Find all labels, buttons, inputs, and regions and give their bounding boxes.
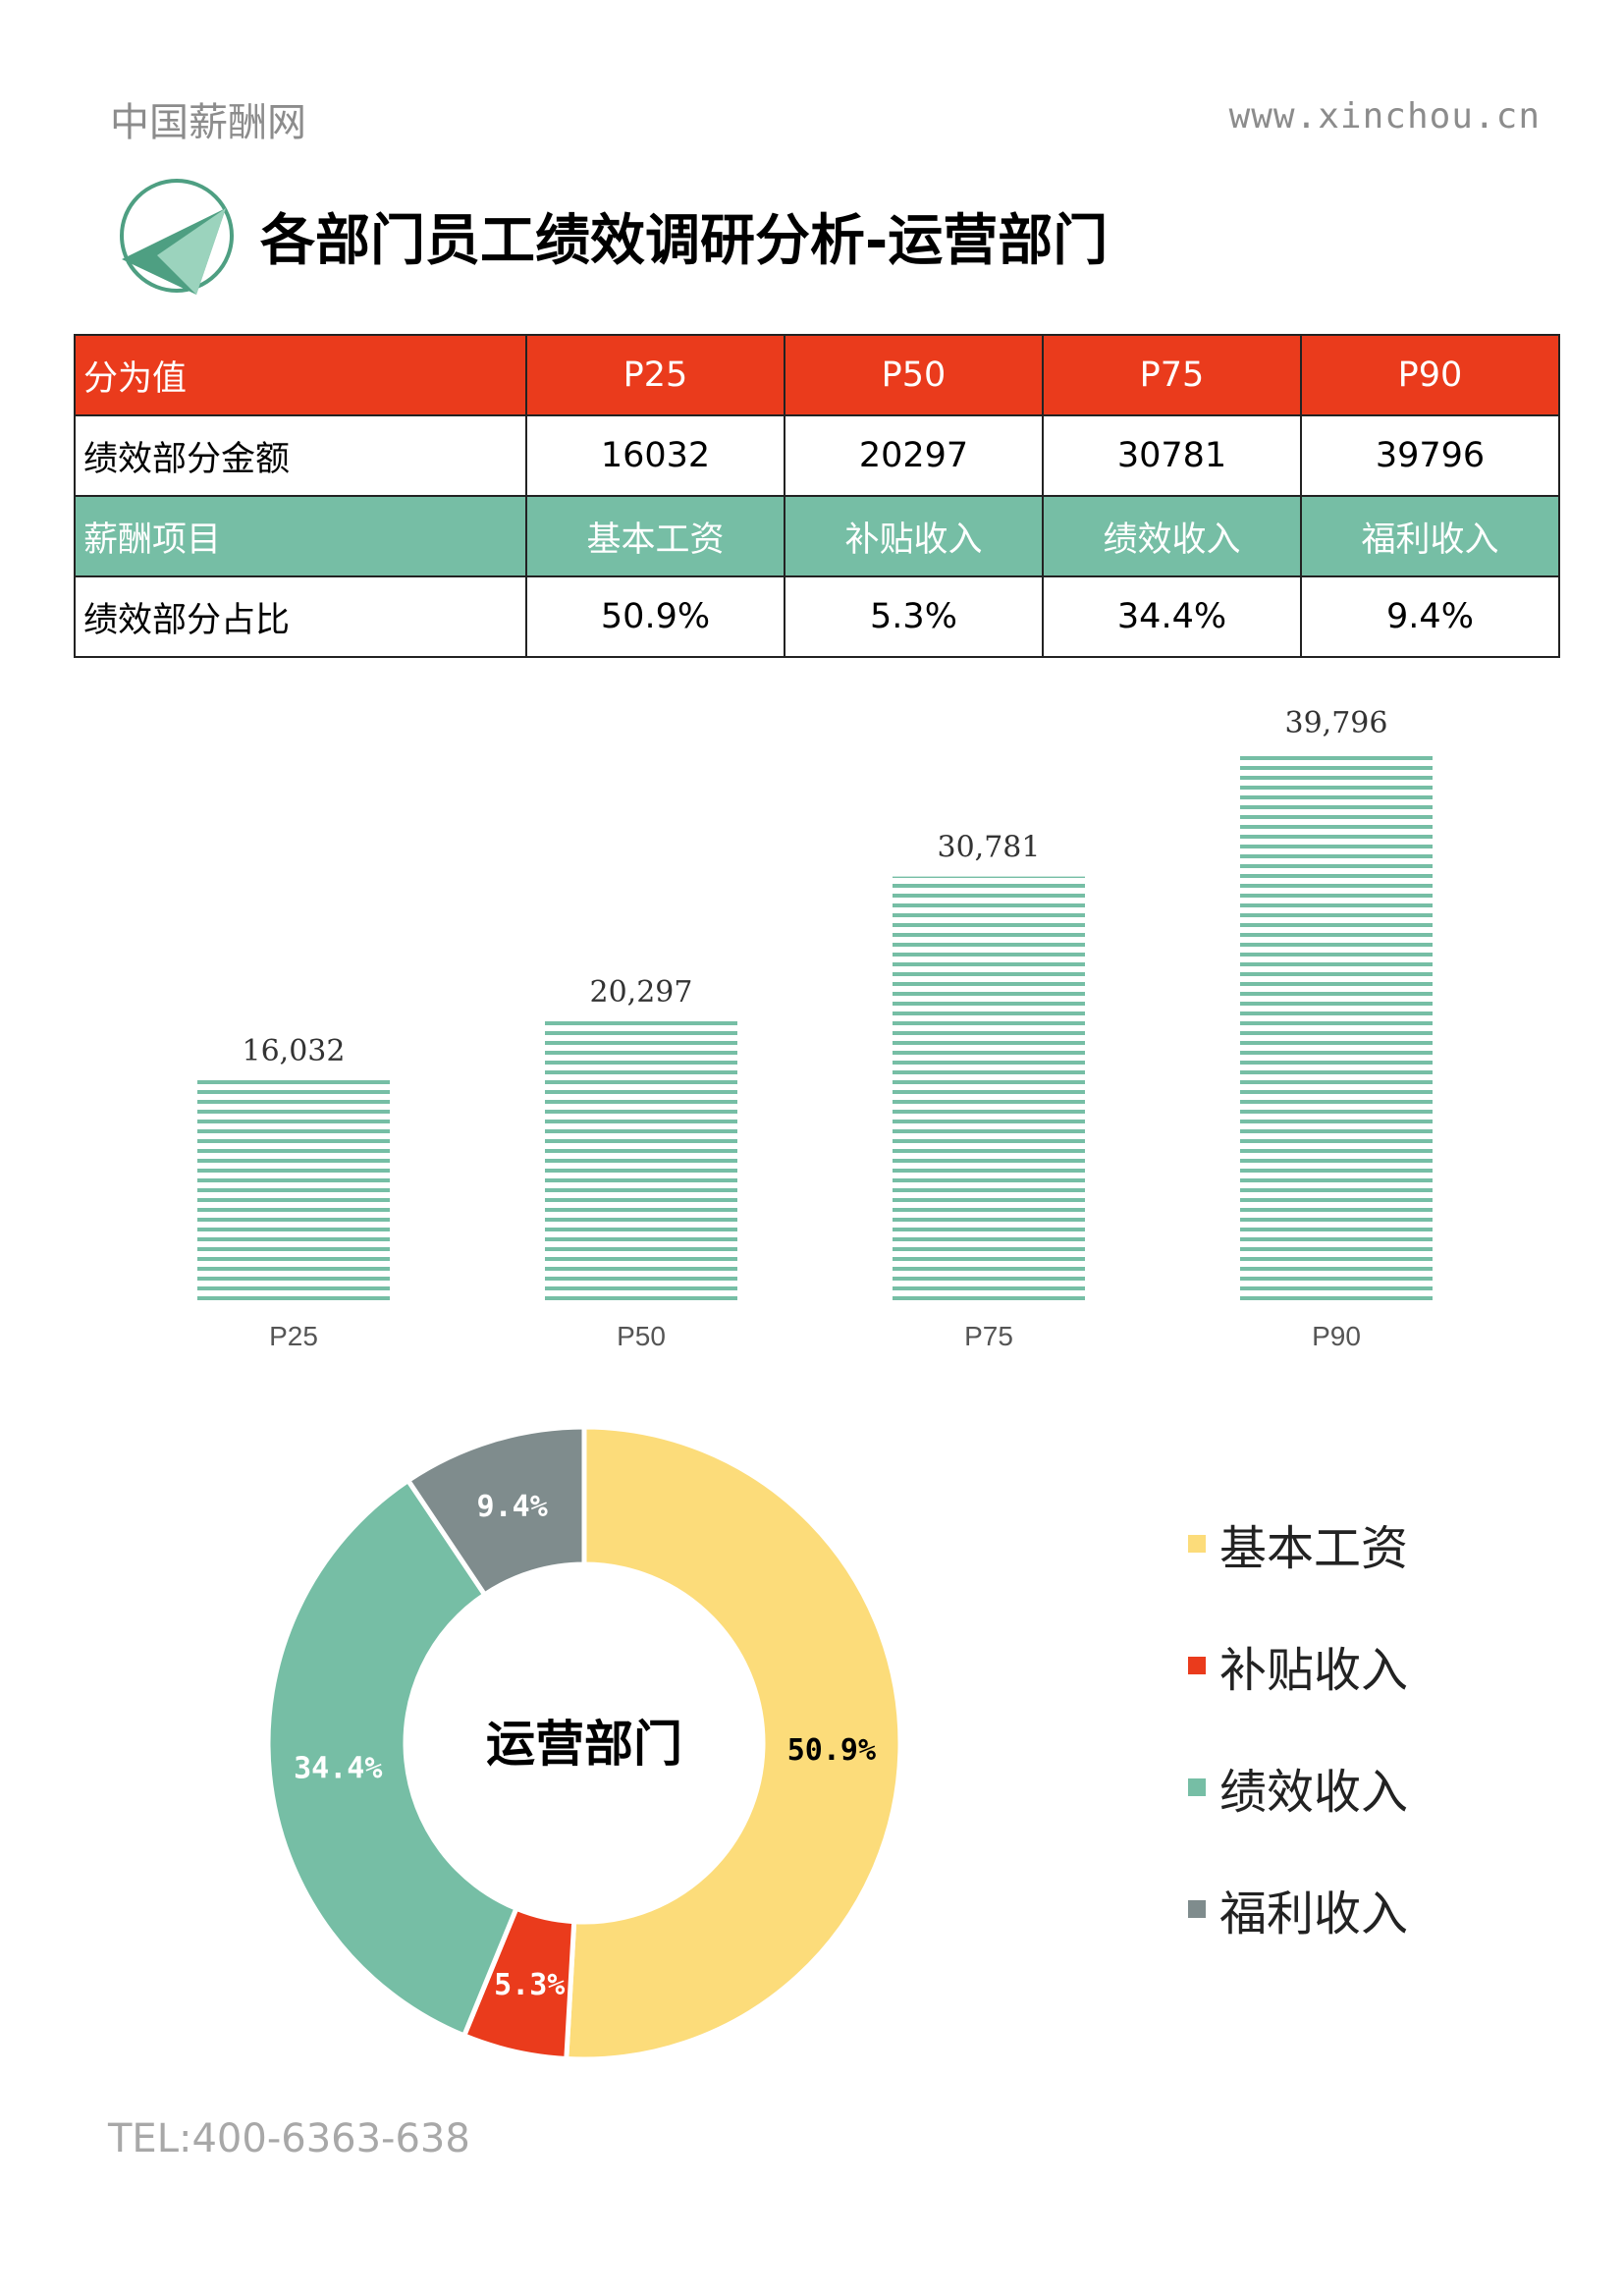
x-tick-label: P25 (269, 1321, 318, 1351)
table-row: 分为值 P25 P50 P75 P90 (74, 334, 1560, 416)
slice-data-label: 9.4% (477, 1490, 548, 1524)
table-cell: 补贴收入 (784, 495, 1044, 577)
bar-chart: 16,032 P25 20,297 P50 30,781 P75 39,796 P90 (197, 706, 1433, 1351)
brand-name: 中国薪酬网 (110, 100, 306, 145)
table-cell: 30781 (1042, 414, 1302, 497)
table-cell: 福利收入 (1300, 495, 1560, 577)
legend-item: 基本工资 (1188, 1483, 1408, 1605)
table-cell: P50 (784, 334, 1044, 416)
table-cell: P90 (1300, 334, 1560, 416)
legend-label: 基本工资 (1219, 1521, 1409, 1576)
row-label: 绩效部分金额 (74, 414, 527, 497)
legend-swatch (1188, 1900, 1206, 1918)
table-row: 绩效部分金额 16032 20297 30781 39796 (74, 414, 1560, 497)
slice-data-label: 50.9% (787, 1733, 876, 1768)
x-tick-label: P50 (617, 1321, 666, 1351)
table-cell: 16032 (525, 414, 785, 497)
table-row: 薪酬项目 基本工资 补贴收入 绩效收入 福利收入 (74, 495, 1560, 577)
x-tick-label: P75 (964, 1321, 1013, 1351)
table-cell: 34.4% (1042, 575, 1302, 658)
table-cell: 20297 (784, 414, 1044, 497)
donut-legend: 基本工资补贴收入绩效收入福利收入 (1188, 1483, 1408, 1970)
table-cell: 5.3% (784, 575, 1044, 658)
slice-data-label: 34.4% (294, 1751, 382, 1785)
x-tick-label: P90 (1312, 1321, 1361, 1351)
table-cell: 39796 (1300, 414, 1560, 497)
legend-item: 绩效收入 (1188, 1726, 1408, 1848)
table-cell: 50.9% (525, 575, 785, 658)
legend-swatch (1188, 1657, 1206, 1674)
legend-label: 补贴收入 (1219, 1643, 1409, 1698)
bar-data-label: 20,297 (590, 975, 693, 1010)
donut-slice (405, 1424, 587, 1599)
donut-slice (265, 1477, 520, 2040)
donut-center-label: 运营部门 (486, 1716, 682, 1773)
table-cell: 9.4% (1300, 575, 1560, 658)
bar (545, 1020, 737, 1301)
legend-item: 福利收入 (1188, 1848, 1408, 1970)
table-cell: P25 (525, 334, 785, 416)
legend-label: 福利收入 (1219, 1886, 1409, 1941)
legend-item: 补贴收入 (1188, 1605, 1408, 1726)
bar (197, 1079, 390, 1301)
bar (893, 876, 1085, 1301)
table-row: 绩效部分占比 50.9% 5.3% 34.4% 9.4% (74, 575, 1560, 658)
slice-data-label: 5.3% (494, 1968, 565, 2002)
phone-number: TEL:400-6363-638 (108, 2116, 470, 2161)
legend-swatch (1188, 1535, 1206, 1553)
row-label: 分为值 (74, 334, 527, 416)
row-label: 绩效部分占比 (74, 575, 527, 658)
site-url[interactable]: www.xinchou.cn (1228, 96, 1541, 137)
legend-swatch (1188, 1778, 1206, 1796)
bar-data-label: 30,781 (938, 831, 1041, 865)
table-cell: 绩效收入 (1042, 495, 1302, 577)
bar-data-label: 16,032 (243, 1034, 346, 1068)
table-cell: 基本工资 (525, 495, 785, 577)
donut-chart: 50.9% 5.3% 34.4% 9.4% 运营部门 (265, 1424, 903, 2062)
table-cell: P75 (1042, 334, 1302, 416)
stats-table: 分为值 P25 P50 P75 P90 绩效部分金额 16032 20297 3… (74, 334, 1560, 658)
triangle-logo-icon (120, 179, 234, 295)
row-label: 薪酬项目 (74, 495, 527, 577)
bar (1240, 751, 1433, 1301)
page-title: 各部门员工绩效调研分析-运营部门 (260, 209, 1109, 273)
donut-slice (564, 1424, 903, 2062)
legend-label: 绩效收入 (1219, 1765, 1409, 1820)
bar-data-label: 39,796 (1285, 706, 1388, 740)
